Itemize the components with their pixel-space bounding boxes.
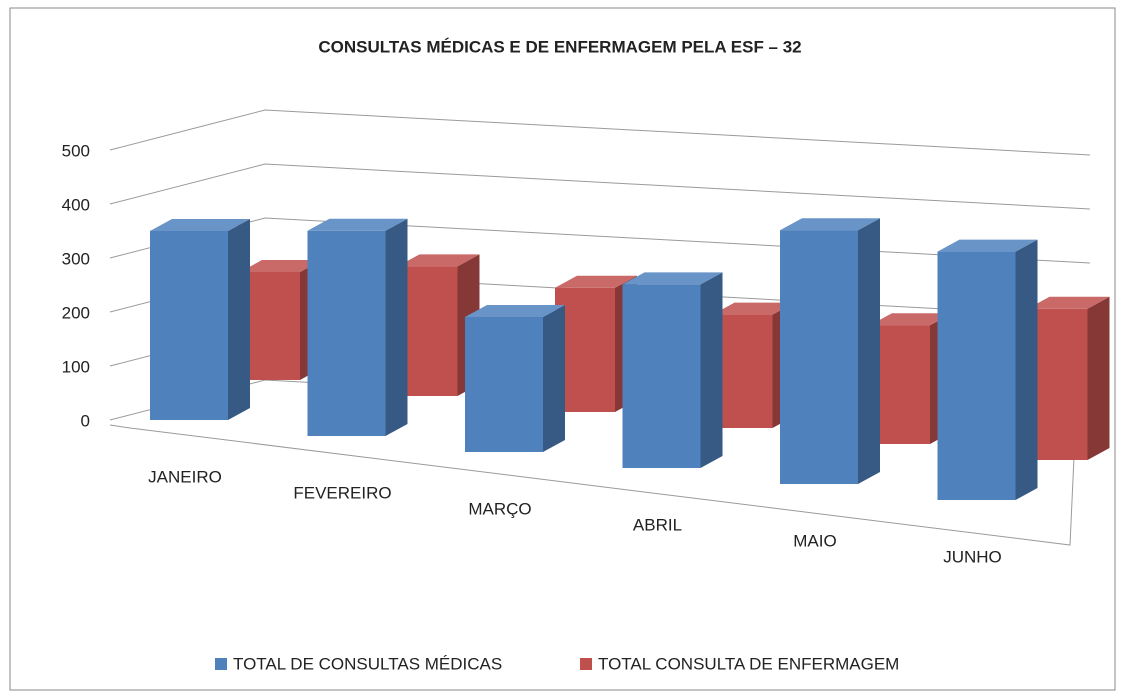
bar-side bbox=[385, 218, 408, 436]
bar-front bbox=[780, 230, 858, 484]
chart-title: CONSULTAS MÉDICAS E DE ENFERMAGEM PELA E… bbox=[318, 37, 801, 56]
bar-front bbox=[622, 284, 701, 468]
legend-label: TOTAL DE CONSULTAS MÉDICAS bbox=[233, 654, 502, 673]
bar bbox=[622, 272, 723, 468]
x-tick-label: ABRIL bbox=[633, 515, 682, 534]
bar bbox=[307, 218, 408, 436]
floor bbox=[109, 424, 1076, 546]
y-tick-label: 300 bbox=[62, 249, 90, 268]
bar bbox=[150, 219, 250, 420]
y-tick-label: 200 bbox=[62, 303, 90, 322]
bar-top bbox=[780, 218, 880, 231]
bar-side bbox=[1087, 296, 1110, 460]
legend-swatch bbox=[580, 658, 592, 670]
x-tick-label: MARÇO bbox=[468, 499, 531, 518]
bar-top bbox=[397, 254, 480, 267]
bar-top bbox=[555, 275, 637, 288]
bar-top bbox=[712, 302, 795, 315]
x-tick-label: MAIO bbox=[793, 531, 836, 550]
bar-side bbox=[1015, 239, 1038, 500]
bar-top bbox=[622, 272, 723, 285]
bar-top bbox=[150, 219, 250, 231]
bar-top bbox=[465, 305, 565, 317]
bar bbox=[465, 305, 565, 452]
bar bbox=[780, 218, 880, 484]
bar-top bbox=[240, 260, 322, 272]
y-tick-label: 400 bbox=[62, 195, 90, 214]
grid-line bbox=[109, 163, 1091, 210]
legend-swatch bbox=[215, 658, 227, 670]
bar-front bbox=[937, 251, 1016, 500]
x-tick-label: FEVEREIRO bbox=[293, 483, 391, 502]
bar-side bbox=[228, 219, 250, 420]
bar-side bbox=[858, 218, 880, 484]
bar bbox=[937, 239, 1038, 500]
bar-top bbox=[937, 239, 1038, 252]
bar-front bbox=[307, 230, 386, 436]
bar-top bbox=[870, 313, 952, 326]
bar-top bbox=[307, 218, 408, 231]
bar-side bbox=[700, 272, 723, 468]
y-tick-label: 100 bbox=[62, 357, 90, 376]
bar bbox=[1027, 296, 1110, 460]
y-tick-label: 0 bbox=[81, 411, 90, 430]
y-tick-label: 500 bbox=[62, 141, 90, 160]
x-tick-label: JUNHO bbox=[943, 547, 1002, 566]
bar-side bbox=[543, 305, 565, 452]
bar-front bbox=[465, 317, 543, 452]
bar-front bbox=[150, 231, 228, 420]
x-tick-label: JANEIRO bbox=[148, 467, 222, 486]
grid-line bbox=[109, 109, 1091, 156]
legend-label: TOTAL CONSULTA DE ENFERMAGEM bbox=[598, 654, 899, 673]
bar-top bbox=[1027, 296, 1110, 309]
